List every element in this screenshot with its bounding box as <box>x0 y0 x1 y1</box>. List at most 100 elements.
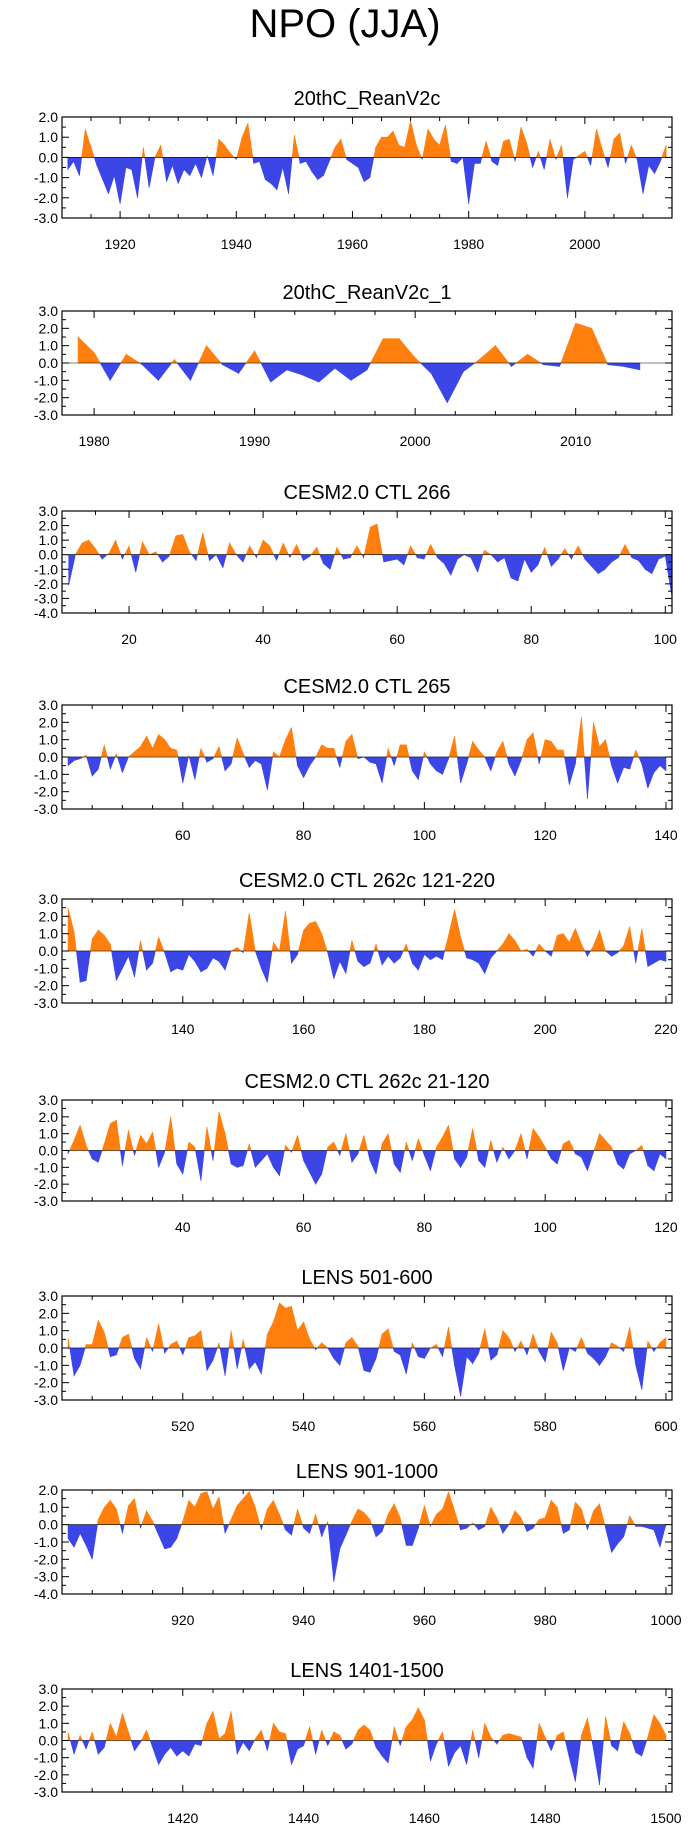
area-segment <box>538 943 546 952</box>
area-segment <box>590 157 593 166</box>
area-segment <box>113 157 121 204</box>
area-segment <box>152 1740 159 1765</box>
area-segment <box>387 1740 393 1763</box>
area-segment <box>230 1150 238 1168</box>
area-segment <box>418 1347 425 1359</box>
area-segment <box>391 1726 395 1741</box>
area-segment <box>300 554 304 561</box>
area-segment <box>403 554 408 566</box>
area-segment <box>538 1135 546 1151</box>
area-segment <box>587 1347 594 1360</box>
area-segment <box>155 550 159 556</box>
area-segment <box>520 1133 526 1151</box>
area-segment <box>134 745 141 758</box>
area-segment <box>367 1150 371 1161</box>
area-segment <box>345 1524 351 1536</box>
area-segment <box>520 1340 525 1349</box>
area-segment <box>351 734 358 758</box>
area-segment <box>484 1723 492 1741</box>
area-segment <box>81 539 90 556</box>
y-tick-label: -2.0 <box>34 390 58 406</box>
area-segment <box>456 756 461 784</box>
area-segment <box>411 1150 416 1161</box>
area-segment <box>111 950 117 981</box>
area-segment <box>267 950 273 983</box>
area-segment <box>363 554 365 558</box>
area-segment <box>550 740 558 758</box>
area-segment <box>333 1731 341 1741</box>
area-segment <box>405 1141 410 1151</box>
area-segment <box>304 1726 310 1741</box>
area-segment <box>204 756 208 763</box>
area-segment <box>153 1524 159 1536</box>
area-segment <box>116 1712 123 1741</box>
area-segment <box>571 554 575 560</box>
area-segment <box>437 1731 443 1741</box>
area-segment <box>267 1150 274 1168</box>
area-segment <box>641 1347 648 1390</box>
area-segment <box>291 1740 298 1765</box>
area-segment <box>584 151 588 158</box>
area-segment <box>556 1507 562 1525</box>
area-segment <box>224 1347 230 1376</box>
area-segment <box>164 950 172 972</box>
area-segment <box>664 554 673 598</box>
y-tick-label: 2.0 <box>39 1109 59 1125</box>
area-segment <box>351 1150 359 1164</box>
area-segment <box>593 1347 600 1367</box>
area-segment <box>375 756 383 784</box>
area-segment <box>224 950 232 971</box>
area-segment <box>383 554 391 563</box>
area-segment <box>195 157 202 178</box>
area-segment <box>291 727 297 758</box>
x-tick-label: 140 <box>171 1021 195 1037</box>
area-segment <box>334 362 352 381</box>
area-segment <box>267 756 273 790</box>
area-segment <box>238 362 247 375</box>
area-segment <box>226 542 230 556</box>
area-segment <box>611 554 619 563</box>
y-tick-label: 0.0 <box>39 749 59 765</box>
area-segment <box>408 950 413 964</box>
area-segment <box>642 1150 649 1166</box>
area-segment <box>164 1524 172 1550</box>
area-segment <box>152 734 159 758</box>
area-segment <box>540 739 546 758</box>
chart-title: CESM2.0 CTL 262c 21-120 <box>245 1071 490 1093</box>
area-segment <box>108 540 116 556</box>
area-segment <box>182 950 190 971</box>
area-segment <box>647 1339 653 1349</box>
area-segment <box>269 1723 274 1741</box>
area-segment <box>629 1327 634 1349</box>
area-segment <box>167 1343 172 1349</box>
area-segment <box>478 1524 486 1531</box>
area-segment <box>224 144 231 158</box>
area-segment <box>623 926 631 952</box>
y-tick-label: -3.0 <box>34 407 58 423</box>
area-segment <box>390 554 398 561</box>
area-segment <box>612 1150 618 1165</box>
y-tick-label: 2.0 <box>39 109 59 125</box>
area-segment <box>617 756 624 784</box>
area-segment <box>236 946 242 952</box>
area-segment <box>604 950 612 957</box>
area-segment <box>611 1740 618 1752</box>
area-segment <box>339 950 347 974</box>
area-segment <box>264 1334 268 1349</box>
area-segment <box>424 1505 431 1525</box>
area-segment <box>261 1524 264 1530</box>
area-segment <box>269 545 275 556</box>
area-segment <box>97 1150 103 1163</box>
area-segment <box>135 554 140 573</box>
area-segment <box>529 157 533 168</box>
area-segment <box>279 911 286 952</box>
area-segment <box>249 544 256 556</box>
area-segment <box>134 1740 141 1752</box>
chart-panel-6: CESM2.0 CTL 262c 21-1203.02.01.00.0-1.0-… <box>34 1071 678 1235</box>
area-segment <box>345 950 351 974</box>
area-segment <box>183 157 191 177</box>
area-segment <box>568 554 572 561</box>
area-segment <box>373 1740 377 1748</box>
area-segment <box>316 547 321 556</box>
area-segment <box>116 1120 121 1151</box>
